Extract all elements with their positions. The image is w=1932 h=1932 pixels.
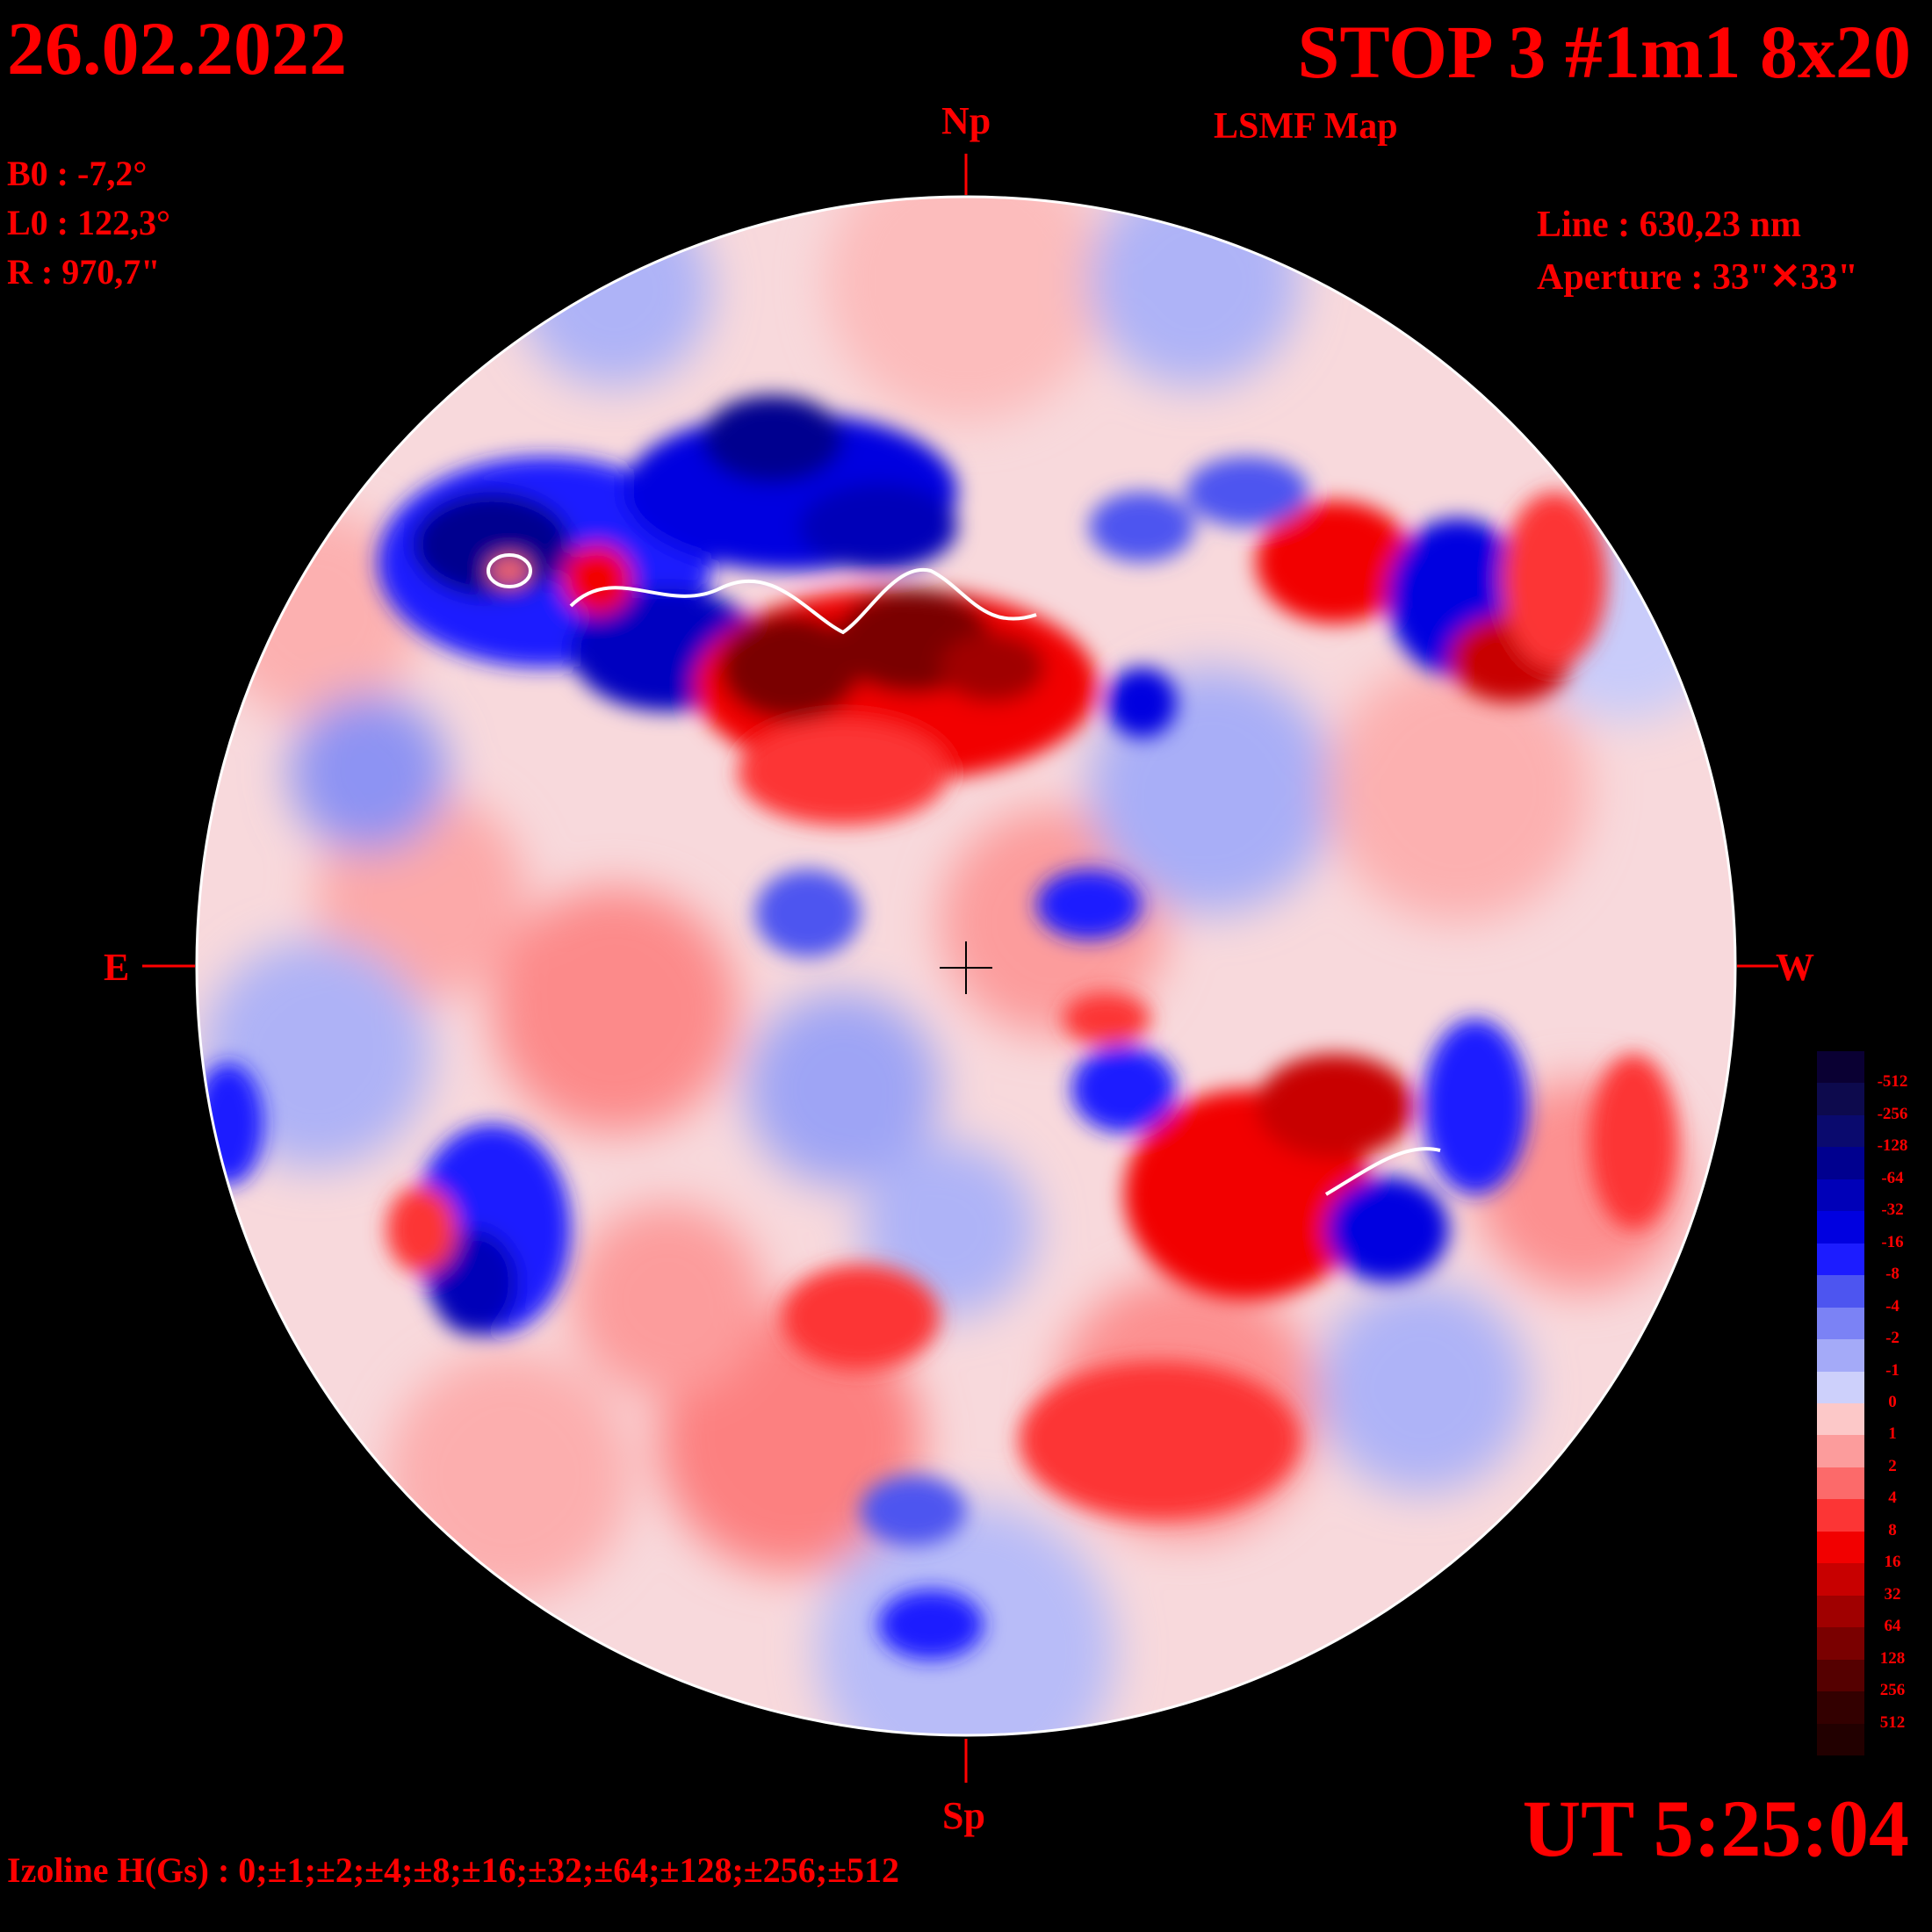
izoline-legend: Izoline H(Gs) : 0;±1;±2;±4;±8;±16;±32;±6… <box>7 1850 900 1890</box>
colorbar-label: 4 <box>1888 1489 1897 1508</box>
ut-time: UT 5:25:04 <box>1522 1784 1909 1873</box>
center-crosshair <box>940 941 992 994</box>
east-label: E <box>104 946 130 989</box>
colorbar-label: -1 <box>1885 1360 1900 1380</box>
colorbar-label: 128 <box>1879 1648 1906 1668</box>
colorbar-swatch <box>1817 1339 1864 1373</box>
observation-date: 26.02.2022 <box>7 6 347 90</box>
south-pole-label: Sp <box>942 1794 985 1837</box>
aperture-parameter: Aperture : 33"✕33" <box>1537 257 1858 298</box>
colorbar-label: 16 <box>1884 1553 1901 1572</box>
colorbar <box>1817 1051 1864 1755</box>
colorbar-swatch <box>1817 1563 1864 1597</box>
north-pole-label: Np <box>941 99 991 142</box>
colorbar-swatch <box>1817 1723 1864 1755</box>
colorbar-swatch <box>1817 1083 1864 1116</box>
colorbar-label: -512 <box>1877 1072 1908 1092</box>
colorbar-swatch <box>1817 1403 1864 1437</box>
radius-parameter: R : 970,7" <box>7 252 161 292</box>
colorbar-swatch <box>1817 1691 1864 1725</box>
colorbar-swatch <box>1817 1147 1864 1180</box>
b0-parameter: B0 : -7,2° <box>7 154 148 193</box>
colorbar-swatch <box>1817 1179 1864 1213</box>
magnetic-field-map <box>197 197 1735 1735</box>
colorbar-swatch <box>1817 1051 1864 1085</box>
colorbar-label: 256 <box>1879 1681 1906 1700</box>
colorbar-swatch <box>1817 1499 1864 1532</box>
colorbar-swatch <box>1817 1211 1864 1244</box>
colorbar-label: 512 <box>1879 1712 1906 1732</box>
l0-parameter: L0 : 122,3° <box>7 203 170 242</box>
colorbar-label: 0 <box>1888 1393 1897 1411</box>
map-subtitle: LSMF Map <box>1214 106 1398 147</box>
colorbar-label: -256 <box>1877 1104 1908 1123</box>
colorbar-label: 32 <box>1884 1584 1901 1604</box>
colorbar-swatch <box>1817 1659 1864 1693</box>
colorbar-swatch <box>1817 1467 1864 1501</box>
colorbar-label: -32 <box>1881 1200 1904 1220</box>
colorbar-label: -4 <box>1885 1296 1900 1316</box>
map-title: STOP 3 #1m1 8x20 <box>1297 10 1911 94</box>
colorbar-label: -8 <box>1885 1265 1900 1284</box>
colorbar-label: -128 <box>1877 1136 1908 1156</box>
colorbar-swatch <box>1817 1243 1864 1277</box>
colorbar-label: -2 <box>1885 1329 1900 1348</box>
colorbar-swatch <box>1817 1435 1864 1468</box>
colorbar-label: 1 <box>1888 1424 1897 1444</box>
colorbar-swatch <box>1817 1371 1864 1404</box>
colorbar-swatch <box>1817 1531 1864 1565</box>
colorbar-label: 64 <box>1884 1617 1901 1636</box>
colorbar-label: 8 <box>1888 1520 1897 1539</box>
colorbar-swatch <box>1817 1307 1864 1341</box>
colorbar-swatch <box>1817 1114 1864 1149</box>
colorbar-label: -64 <box>1881 1168 1904 1187</box>
colorbar-swatch <box>1817 1595 1864 1629</box>
colorbar-label: 2 <box>1888 1456 1897 1475</box>
colorbar-label: -16 <box>1881 1232 1904 1251</box>
west-label: W <box>1776 946 1814 989</box>
colorbar-swatch <box>1817 1275 1864 1308</box>
colorbar-swatch <box>1817 1627 1864 1661</box>
line-parameter: Line : 630,23 nm <box>1537 205 1802 245</box>
